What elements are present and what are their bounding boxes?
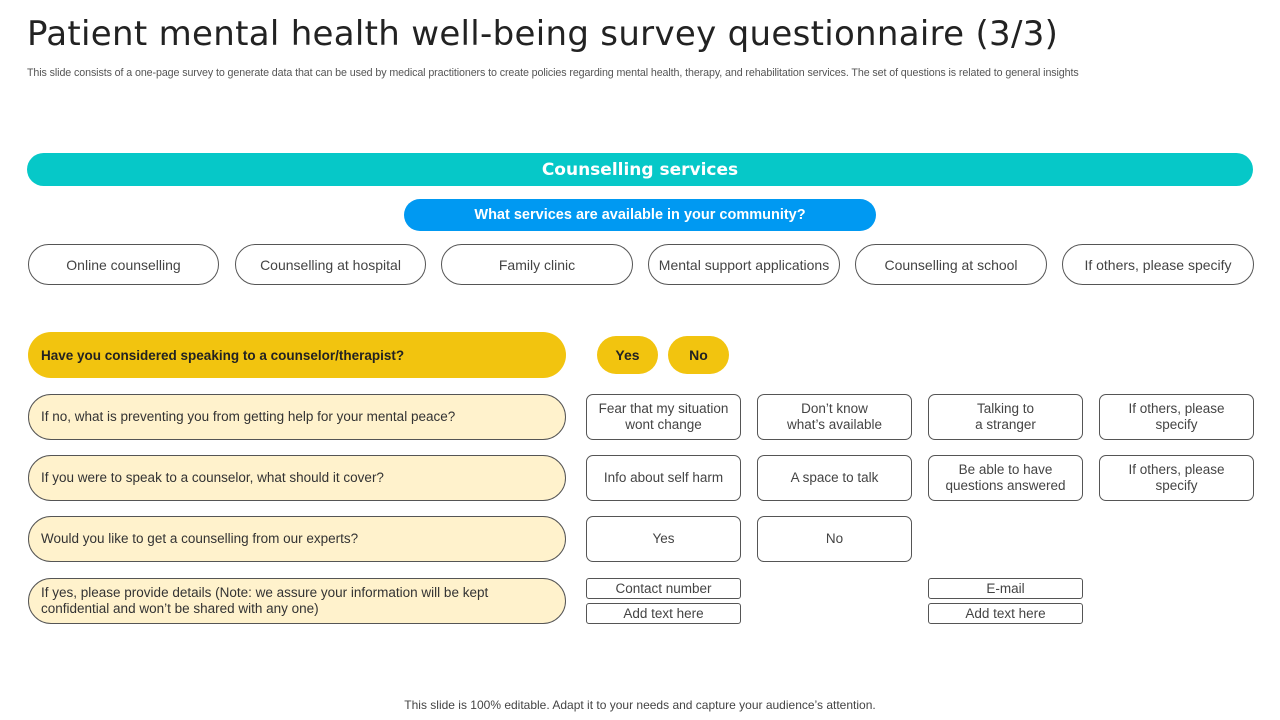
question-text: If no, what is preventing you from getti… [41, 409, 456, 424]
counselor-question-text: Have you considered speaking to a counse… [41, 347, 405, 363]
expert-yes-option[interactable]: Yes [586, 516, 741, 562]
page-title: Patient mental health well-being survey … [27, 14, 1059, 54]
topic-option-questions[interactable]: Be able to have questions answered [928, 455, 1083, 501]
services-question-banner: What services are available in your comm… [404, 199, 876, 231]
contact-number-input[interactable]: Add text here [586, 603, 741, 624]
question-row-topics: If you were to speak to a counselor, wha… [28, 455, 566, 501]
topic-option-space-to-talk[interactable]: A space to talk [757, 455, 912, 501]
counselor-question: Have you considered speaking to a counse… [28, 332, 566, 378]
counselor-no-button[interactable]: No [668, 336, 729, 374]
page-subtitle: This slide consists of a one-page survey… [27, 67, 1079, 79]
service-option-online[interactable]: Online counselling [28, 244, 219, 285]
question-text: If you were to speak to a counselor, wha… [41, 470, 384, 485]
service-option-others[interactable]: If others, please specify [1062, 244, 1254, 285]
question-row-expert-counselling: Would you like to get a counselling from… [28, 516, 566, 562]
topic-option-self-harm[interactable]: Info about self harm [586, 455, 741, 501]
counselor-yes-button[interactable]: Yes [597, 336, 658, 374]
section-banner-counselling: Counselling services [27, 153, 1253, 186]
service-option-hospital[interactable]: Counselling at hospital [235, 244, 426, 285]
expert-no-option[interactable]: No [757, 516, 912, 562]
barrier-option-others[interactable]: If others, please specify [1099, 394, 1254, 440]
question-row-barriers: If no, what is preventing you from getti… [28, 394, 566, 440]
question-row-details: If yes, please provide details (Note: we… [28, 578, 566, 624]
barrier-option-stranger[interactable]: Talking to a stranger [928, 394, 1083, 440]
barrier-option-fear[interactable]: Fear that my situation wont change [586, 394, 741, 440]
service-option-mental-apps[interactable]: Mental support applications [648, 244, 840, 285]
section-title: Counselling services [541, 159, 739, 180]
contact-number-label: Contact number [586, 578, 741, 599]
services-question-text: What services are available in your comm… [474, 207, 806, 223]
topic-option-others[interactable]: If others, please specify [1099, 455, 1254, 501]
question-text: Would you like to get a counselling from… [41, 531, 359, 546]
service-option-school[interactable]: Counselling at school [855, 244, 1047, 285]
service-option-family-clinic[interactable]: Family clinic [441, 244, 633, 285]
email-input[interactable]: Add text here [928, 603, 1083, 624]
question-text: If yes, please provide details (Note: we… [41, 585, 489, 616]
barrier-option-dont-know[interactable]: Don’t know what’s available [757, 394, 912, 440]
email-label: E-mail [928, 578, 1083, 599]
footer-note: This slide is 100% editable. Adapt it to… [404, 698, 876, 712]
